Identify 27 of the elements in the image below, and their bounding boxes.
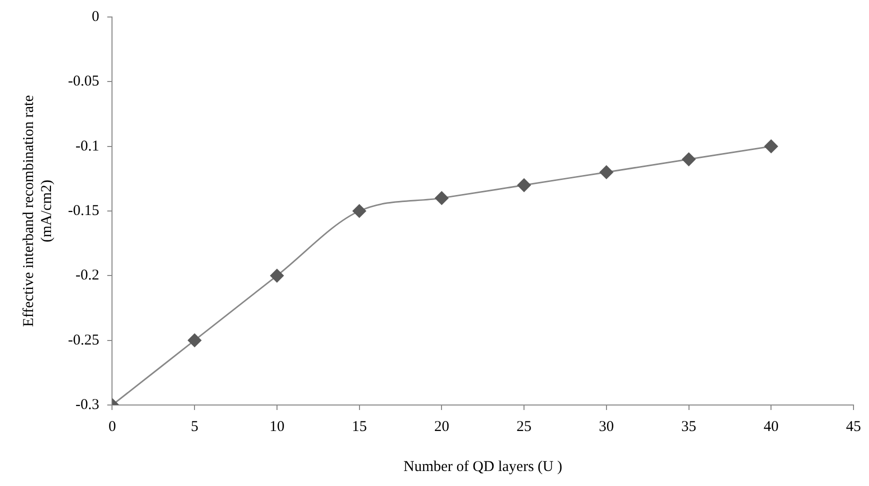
x-tick-label: 20 <box>434 418 450 435</box>
x-tick-label: 5 <box>190 418 198 435</box>
point <box>682 152 696 166</box>
y-axis-title: Effective interband recombination rate (mA/cm2) <box>20 94 55 327</box>
x-tick-label: 25 <box>516 418 532 435</box>
x-tick-label: 10 <box>269 418 284 435</box>
x-tick-label: 0 <box>108 418 116 435</box>
y-tick-label: -0.15 <box>68 202 100 219</box>
point <box>764 140 778 154</box>
y-tick-label: -0.3 <box>75 396 100 413</box>
point <box>517 178 531 192</box>
point <box>434 191 448 205</box>
x-tick-label: 35 <box>681 418 696 435</box>
point <box>188 334 202 348</box>
x-tick-label: 30 <box>598 418 614 435</box>
point <box>270 268 284 282</box>
x-tick-label: 45 <box>846 418 861 435</box>
y-tick-label: -0.1 <box>75 138 100 154</box>
y-tick-label: -0.05 <box>68 74 100 90</box>
point <box>600 165 614 179</box>
x-axis-title: Number of QD layers (U ) <box>404 458 562 475</box>
point <box>352 204 366 218</box>
y-tick-label: 0 <box>92 8 100 25</box>
y-tick-label: -0.25 <box>68 332 100 348</box>
x-tick-label: 40 <box>764 418 779 435</box>
y-tick-label: -0.2 <box>75 268 100 284</box>
x-tick-label: 15 <box>352 418 367 435</box>
